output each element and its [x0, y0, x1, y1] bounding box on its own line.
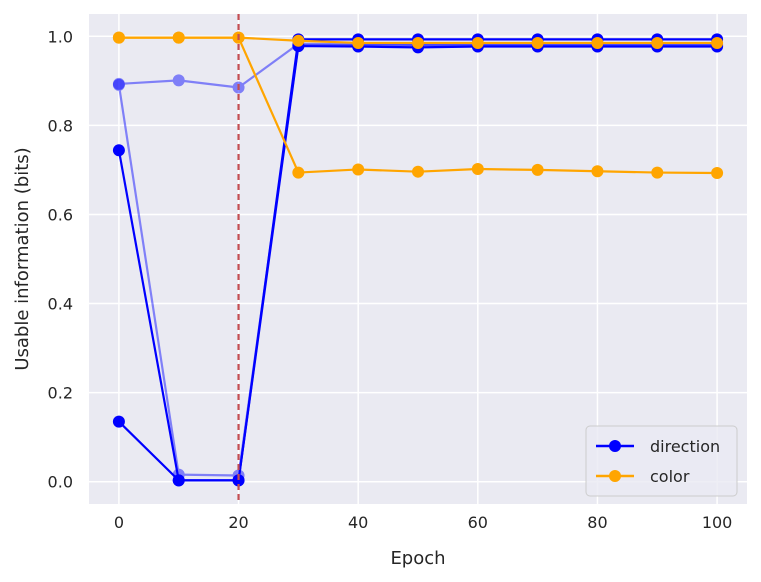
y-axis-label: Usable information (bits) — [12, 147, 33, 370]
data-point — [651, 166, 664, 179]
y-tick-label: 0.8 — [48, 116, 73, 135]
data-point — [112, 31, 125, 44]
y-tick-labels: 0.0 0.2 0.4 0.6 0.8 1.0 — [48, 27, 73, 491]
x-tick-label: 20 — [228, 513, 248, 532]
legend-box — [585, 425, 738, 497]
x-tick-label: 40 — [348, 513, 368, 532]
data-point — [531, 36, 544, 49]
data-point — [172, 31, 185, 44]
y-tick-label: 0.2 — [48, 384, 73, 403]
data-point — [711, 167, 724, 180]
data-point — [352, 163, 365, 176]
data-point — [352, 36, 365, 49]
data-point — [591, 36, 604, 49]
legend-label-color: color — [650, 467, 690, 486]
series-color-5 — [112, 31, 724, 180]
data-point — [292, 166, 305, 179]
data-point — [172, 474, 185, 487]
y-tick-label: 1.0 — [48, 27, 73, 46]
data-point — [112, 144, 125, 157]
data-point — [172, 74, 185, 87]
data-point — [412, 36, 424, 49]
legend: direction color — [585, 425, 738, 497]
data-point — [112, 415, 125, 428]
y-tick-label: 0.6 — [48, 205, 73, 224]
legend-swatch-direction-marker — [609, 440, 621, 452]
x-tick-label: 100 — [702, 513, 733, 532]
x-tick-label: 0 — [114, 513, 124, 532]
data-point — [292, 34, 305, 47]
legend-label-direction: direction — [650, 437, 720, 456]
data-point — [232, 474, 245, 487]
data-point — [112, 78, 125, 91]
x-tick-label: 60 — [468, 513, 488, 532]
data-point — [471, 36, 484, 49]
data-point — [172, 468, 185, 481]
data-point — [651, 36, 664, 49]
series-layer — [112, 31, 724, 487]
data-point — [471, 163, 484, 176]
x-tick-label: 80 — [587, 513, 607, 532]
data-point — [112, 77, 125, 90]
plot-background — [89, 14, 747, 504]
data-point — [412, 165, 424, 178]
data-point — [531, 163, 544, 176]
data-point — [591, 165, 604, 178]
data-point — [711, 36, 724, 49]
x-axis-label: Epoch — [390, 548, 445, 569]
legend-swatch-color-marker — [609, 470, 621, 482]
x-tick-labels: 0 20 40 60 80 100 — [114, 513, 733, 532]
y-tick-label: 0.0 — [48, 473, 73, 492]
y-tick-label: 0.4 — [48, 295, 73, 314]
